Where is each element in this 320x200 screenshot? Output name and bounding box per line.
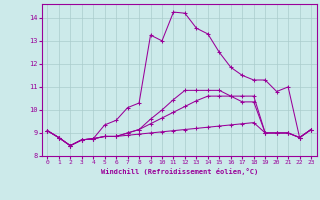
X-axis label: Windchill (Refroidissement éolien,°C): Windchill (Refroidissement éolien,°C)	[100, 168, 258, 175]
